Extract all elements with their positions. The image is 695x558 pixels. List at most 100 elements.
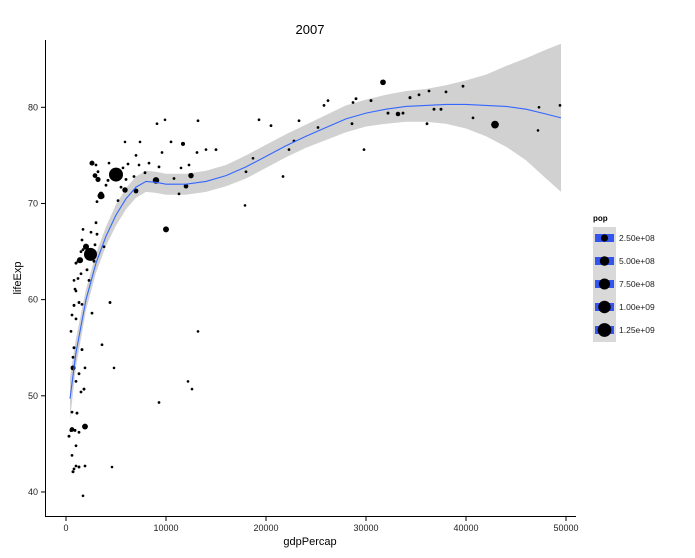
y-tick-label: 50 [28,391,38,401]
data-point [122,187,128,193]
data-point [439,107,443,111]
data-point [134,154,138,157]
data-point [110,465,114,469]
data-point [196,330,200,333]
data-point [92,173,98,178]
data-point [401,111,405,115]
data-point [96,170,100,174]
data-point [169,140,173,144]
data-point [82,243,90,250]
data-point [82,423,88,430]
smooth-trend-line [69,103,562,399]
data-point [536,129,540,132]
data-point [186,380,190,383]
data-point [138,140,142,144]
data-point [157,165,161,169]
y-tick-label: 70 [28,198,38,208]
data-point [101,195,105,199]
data-point [380,79,386,86]
x-tick-label: 50000 [553,523,578,533]
data-point [87,279,91,282]
x-tick-label: 30000 [353,523,378,533]
data-point [94,221,98,225]
data-point [297,119,301,123]
data-point [73,428,77,432]
data-point [326,99,330,102]
y-tick-label: 40 [28,487,38,497]
data-point [537,105,541,109]
data-point [81,248,85,252]
data-point [109,167,123,182]
data-point [74,289,78,293]
data-point [82,387,86,391]
data-point [187,163,191,167]
chart-title: 2007 [296,22,325,37]
data-point [132,175,136,178]
data-point [133,188,139,194]
data-point [163,118,167,122]
data-point [74,444,78,448]
plot-area [67,43,562,498]
data-point [76,277,80,280]
data-point [157,401,161,404]
data-point [180,141,186,146]
data-point [90,311,94,315]
data-point [71,355,75,359]
data-point [72,467,76,471]
x-tick-label: 0 [63,523,68,533]
legend: pop 2.50e+08 5.00e+08 7.50e+08 1.00e+09 1.25… [593,214,655,342]
data-point [95,176,101,182]
data-point [417,93,421,97]
data-point [102,245,106,249]
data-point [106,178,110,182]
data-point [287,148,291,151]
y-axis-ticks: 40 50 60 70 80 [28,102,46,497]
data-point [155,122,159,126]
data-point [98,191,104,197]
data-point [72,303,76,307]
data-point [281,175,285,178]
data-point [427,89,431,93]
data-point [77,430,81,434]
data-point [395,111,401,117]
data-point [190,387,194,391]
data-point [83,366,87,370]
data-point [107,161,111,165]
data-point [92,259,96,263]
data-point [350,122,354,126]
data-point [160,151,164,154]
data-point [95,200,99,204]
data-point [80,348,84,352]
data-point [425,122,429,126]
data-point [93,243,97,247]
x-axis-ticks: 0 10000 20000 30000 40000 50000 [63,516,579,533]
data-point [386,111,390,115]
data-point [71,470,75,474]
data-point [89,160,95,166]
data-point [74,261,78,265]
data-point [95,232,99,236]
confidence-ribbon [70,43,561,420]
data-point [179,166,183,170]
data-point [74,464,78,468]
data-point [94,163,98,167]
data-point [100,343,104,347]
data-point [491,120,499,129]
data-point [172,177,176,180]
data-point [214,148,218,152]
legend-key-point [599,256,610,266]
data-point [83,464,87,468]
data-point [126,162,130,166]
data-point [195,151,199,154]
legend-entry-label: 1.00e+09 [619,302,655,312]
data-point [80,303,84,306]
data-point [183,183,189,189]
data-point [104,183,108,187]
data-point [354,97,358,101]
data-point [121,166,125,170]
data-point [79,272,83,276]
data-point [147,161,151,165]
data-point [77,372,81,376]
data-point [322,104,326,107]
data-point [80,238,84,242]
